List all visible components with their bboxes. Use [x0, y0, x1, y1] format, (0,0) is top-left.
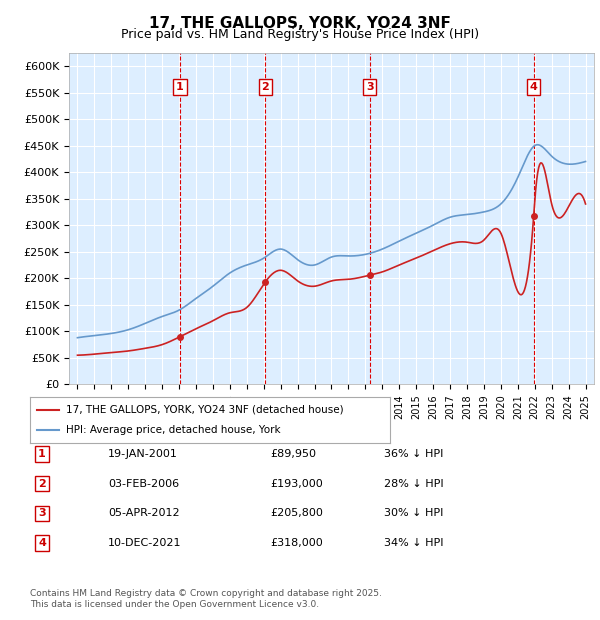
Text: 10-DEC-2021: 10-DEC-2021	[108, 538, 182, 548]
Text: 30% ↓ HPI: 30% ↓ HPI	[384, 508, 443, 518]
Text: HPI: Average price, detached house, York: HPI: Average price, detached house, York	[66, 425, 281, 435]
Text: 19-JAN-2001: 19-JAN-2001	[108, 449, 178, 459]
Text: £89,950: £89,950	[270, 449, 316, 459]
Text: 4: 4	[530, 82, 538, 92]
Text: 17, THE GALLOPS, YORK, YO24 3NF (detached house): 17, THE GALLOPS, YORK, YO24 3NF (detache…	[66, 405, 344, 415]
Text: 17, THE GALLOPS, YORK, YO24 3NF: 17, THE GALLOPS, YORK, YO24 3NF	[149, 16, 451, 30]
Text: Price paid vs. HM Land Registry's House Price Index (HPI): Price paid vs. HM Land Registry's House …	[121, 28, 479, 41]
Text: 2: 2	[38, 479, 46, 489]
Text: 3: 3	[38, 508, 46, 518]
Text: 4: 4	[38, 538, 46, 548]
Text: Contains HM Land Registry data © Crown copyright and database right 2025.
This d: Contains HM Land Registry data © Crown c…	[30, 590, 382, 609]
Text: 34% ↓ HPI: 34% ↓ HPI	[384, 538, 443, 548]
Text: 03-FEB-2006: 03-FEB-2006	[108, 479, 179, 489]
Text: 1: 1	[38, 449, 46, 459]
Text: 28% ↓ HPI: 28% ↓ HPI	[384, 479, 443, 489]
Text: £318,000: £318,000	[270, 538, 323, 548]
Text: £205,800: £205,800	[270, 508, 323, 518]
Text: 1: 1	[176, 82, 184, 92]
Text: 36% ↓ HPI: 36% ↓ HPI	[384, 449, 443, 459]
Text: 05-APR-2012: 05-APR-2012	[108, 508, 179, 518]
Text: 2: 2	[262, 82, 269, 92]
Text: £193,000: £193,000	[270, 479, 323, 489]
Text: 3: 3	[366, 82, 374, 92]
